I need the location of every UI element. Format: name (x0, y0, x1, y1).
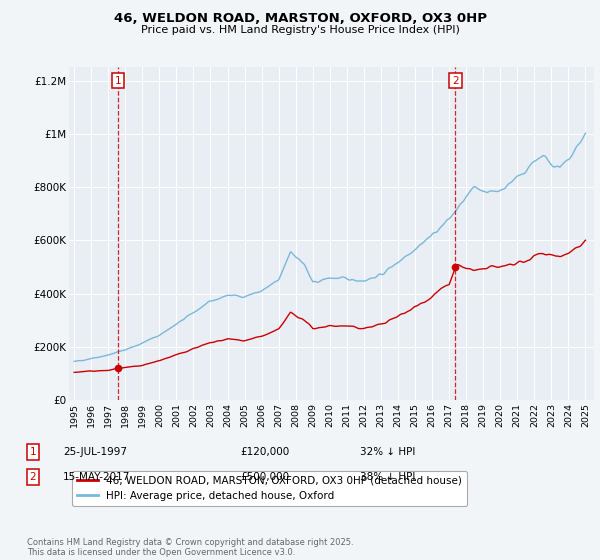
Text: 25-JUL-1997: 25-JUL-1997 (63, 447, 127, 457)
Text: 32% ↓ HPI: 32% ↓ HPI (360, 447, 415, 457)
Legend: 46, WELDON ROAD, MARSTON, OXFORD, OX3 0HP (detached house), HPI: Average price, : 46, WELDON ROAD, MARSTON, OXFORD, OX3 0H… (71, 470, 467, 506)
Text: 2: 2 (452, 76, 459, 86)
Text: Contains HM Land Registry data © Crown copyright and database right 2025.
This d: Contains HM Land Registry data © Crown c… (27, 538, 353, 557)
Text: 1: 1 (29, 447, 37, 457)
Text: Price paid vs. HM Land Registry's House Price Index (HPI): Price paid vs. HM Land Registry's House … (140, 25, 460, 35)
Text: 15-MAY-2017: 15-MAY-2017 (63, 472, 130, 482)
Text: 38% ↓ HPI: 38% ↓ HPI (360, 472, 415, 482)
Text: 2: 2 (29, 472, 37, 482)
Text: 1: 1 (115, 76, 121, 86)
Text: 46, WELDON ROAD, MARSTON, OXFORD, OX3 0HP: 46, WELDON ROAD, MARSTON, OXFORD, OX3 0H… (113, 12, 487, 25)
Text: £500,000: £500,000 (240, 472, 289, 482)
Text: £120,000: £120,000 (240, 447, 289, 457)
